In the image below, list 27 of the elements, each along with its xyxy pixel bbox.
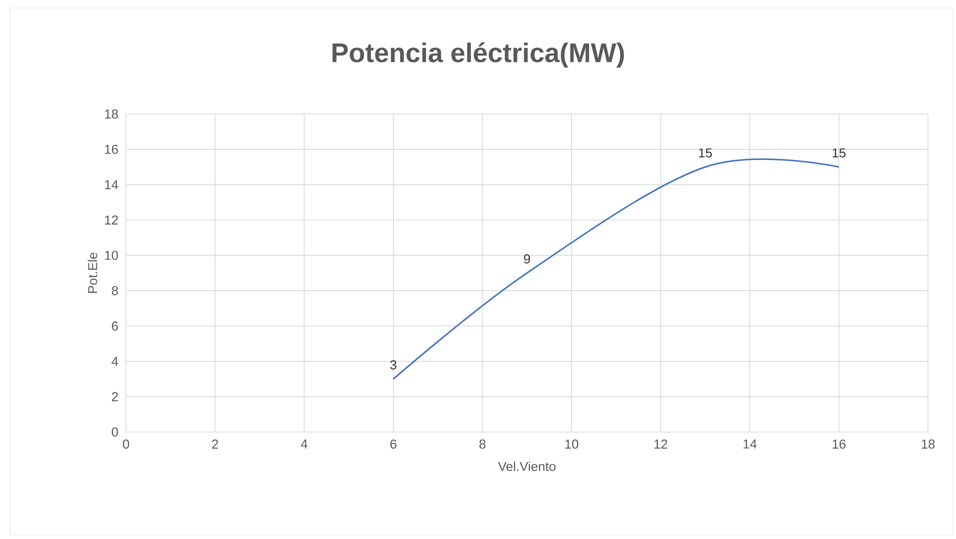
x-tick-label: 6 bbox=[390, 440, 396, 449]
x-tick-label: 10 bbox=[565, 440, 578, 449]
data-label: 15 bbox=[832, 148, 846, 158]
x-tick-label: 8 bbox=[479, 440, 486, 449]
y-axis-title: Pot.Ele bbox=[88, 252, 98, 293]
x-axis-title: Vel.Viento bbox=[498, 462, 556, 472]
x-tick-label: 12 bbox=[654, 440, 668, 449]
y-tick-label: 12 bbox=[105, 215, 118, 225]
x-tick-label: 0 bbox=[122, 440, 130, 449]
y-tick-label: 10 bbox=[105, 250, 118, 260]
data-label: 9 bbox=[524, 254, 530, 264]
x-tick-label: 2 bbox=[212, 440, 218, 449]
x-tick-label: 4 bbox=[300, 440, 308, 448]
y-tick-label: 18 bbox=[105, 109, 118, 119]
y-tick-label: 8 bbox=[112, 286, 118, 296]
data-label: 3 bbox=[390, 360, 396, 370]
data-label: 15 bbox=[699, 148, 712, 158]
y-tick-label: 14 bbox=[105, 180, 118, 190]
y-tick-label: 0 bbox=[112, 427, 118, 437]
chart-title: Potencia eléctrica(MW) bbox=[332, 42, 624, 68]
y-tick-label: 4 bbox=[112, 356, 118, 366]
y-tick-label: 2 bbox=[112, 392, 118, 402]
x-tick-label: 14 bbox=[744, 440, 757, 448]
y-tick-label: 6 bbox=[112, 321, 118, 331]
x-tick-label: 18 bbox=[922, 440, 935, 449]
y-tick-label: 16 bbox=[105, 144, 118, 154]
x-tick-label: 16 bbox=[832, 440, 846, 449]
